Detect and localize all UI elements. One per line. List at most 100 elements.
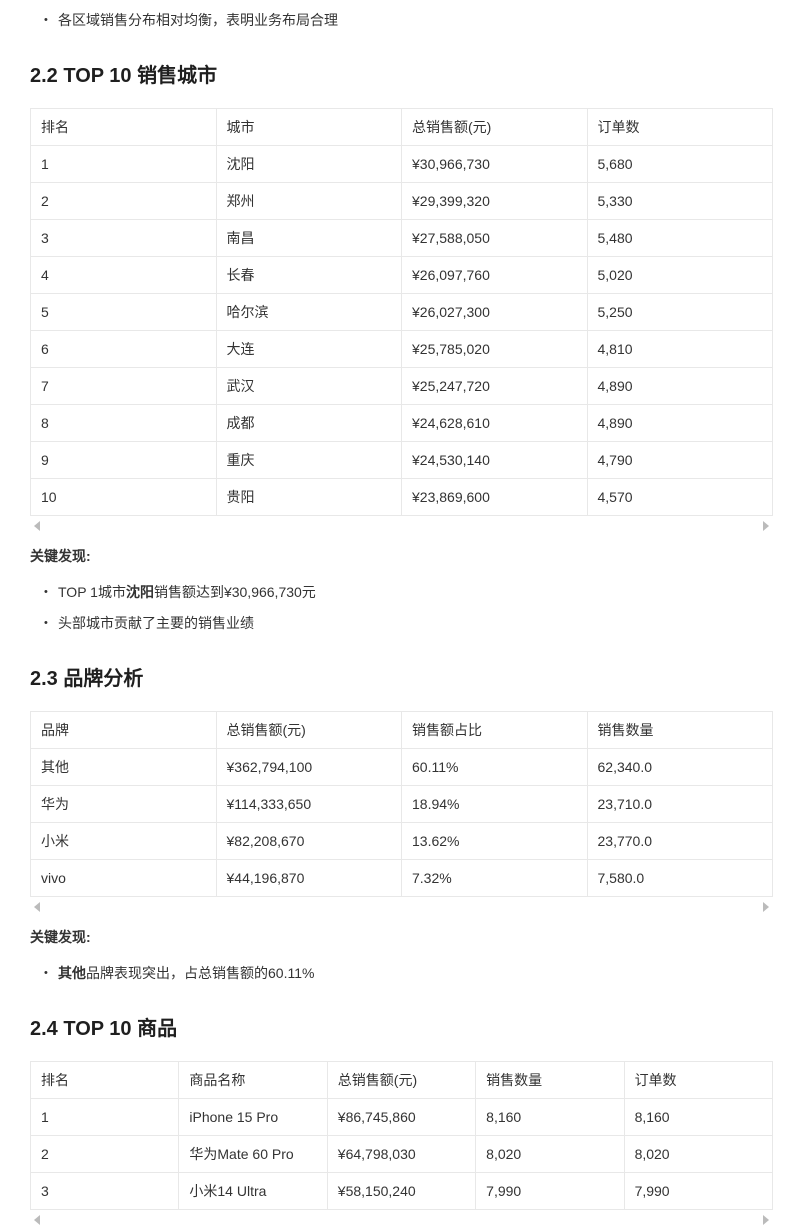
table-cell: 贵阳 — [215, 478, 402, 516]
table-row: 华为 ¥114,333,650 18.94% 23,710.0 — [30, 785, 773, 823]
column-header: 商品名称 — [178, 1061, 328, 1099]
intro-bullet-item: 各区域销售分布相对均衡，表明业务布局合理 — [44, 8, 773, 32]
table-cell: 5,020 — [586, 256, 773, 294]
table-cell: 5,680 — [586, 145, 773, 183]
table-cell: ¥24,530,140 — [401, 441, 588, 479]
table-cell: 7,990 — [623, 1172, 774, 1210]
table-cell: 9 — [30, 441, 217, 479]
table-cell: ¥30,966,730 — [401, 145, 588, 183]
column-header: 订单数 — [623, 1061, 774, 1099]
table-cell: 其他 — [30, 748, 217, 786]
table-cell: ¥64,798,030 — [326, 1135, 477, 1173]
table-cell: ¥44,196,870 — [215, 859, 402, 897]
table-cell: 4,790 — [586, 441, 773, 479]
table-row: 1 沈阳 ¥30,966,730 5,680 — [30, 145, 773, 183]
column-header: 总销售额(元) — [401, 108, 588, 146]
table-row: 8 成都 ¥24,628,610 4,890 — [30, 404, 773, 442]
table-container: 品牌 总销售额(元) 销售额占比 销售数量 其他 ¥362,794,100 60.11% 6… — [30, 711, 773, 913]
table-cell: 小米14 Ultra — [178, 1172, 328, 1210]
table-header-row: 排名 城市 总销售额(元) 订单数 — [30, 108, 773, 146]
report-section: 2.2 TOP 10 销售城市 排名 城市 总销售额(元) 订单数 1 沈阳 ¥30,96… — [30, 64, 773, 635]
column-header: 销售数量 — [475, 1061, 625, 1099]
scroll-left-icon[interactable] — [34, 1215, 40, 1225]
report-section: 2.4 TOP 10 商品 排名 商品名称 总销售额(元) 销售数量 订单数 1 iPho… — [29, 1017, 774, 1226]
table-scroll-arrows — [30, 901, 773, 913]
finding-item: 头部城市贡献了主要的销售业绩 — [44, 611, 773, 635]
table-row: 4 长春 ¥26,097,760 5,020 — [30, 256, 773, 294]
table-cell: ¥26,097,760 — [401, 256, 588, 294]
table-cell: 8,020 — [475, 1135, 625, 1173]
table-row: 小米 ¥82,208,670 13.62% 23,770.0 — [30, 822, 773, 860]
table-cell: 6 — [30, 330, 217, 368]
table-cell: ¥29,399,320 — [401, 182, 588, 220]
column-header: 排名 — [29, 1061, 180, 1099]
table-cell: ¥27,588,050 — [401, 219, 588, 257]
table-cell: 23,770.0 — [586, 822, 773, 860]
table-cell: 10 — [30, 478, 217, 516]
table-cell: ¥86,745,860 — [326, 1098, 477, 1136]
table-row: 9 重庆 ¥24,530,140 4,790 — [30, 441, 773, 479]
table-cell: 7,990 — [475, 1172, 625, 1210]
table-row: 其他 ¥362,794,100 60.11% 62,340.0 — [30, 748, 773, 786]
intro-list: 各区域销售分布相对均衡，表明业务布局合理 — [30, 8, 773, 32]
table-cell: 5 — [30, 293, 217, 331]
table-row: 1 iPhone 15 Pro ¥86,745,860 8,160 8,160 — [29, 1098, 774, 1136]
table-row: 10 贵阳 ¥23,869,600 4,570 — [30, 478, 773, 516]
scroll-right-icon[interactable] — [763, 1215, 769, 1225]
table-cell: 8,160 — [475, 1098, 625, 1136]
table-container: 排名 商品名称 总销售额(元) 销售数量 订单数 1 iPhone 15 Pro ¥86,7… — [29, 1061, 774, 1226]
table-cell: 哈尔滨 — [215, 293, 402, 331]
report-page: 各区域销售分布相对均衡，表明业务布局合理 2.2 TOP 10 销售城市 排名城… — [29, 8, 774, 1226]
scroll-right-icon[interactable] — [763, 902, 769, 912]
data-table: 排名 商品名称 总销售额(元) 销售数量 订单数 1 iPhone 15 Pro ¥86,7… — [29, 1061, 774, 1210]
scroll-left-icon[interactable] — [34, 902, 40, 912]
column-header: 品牌 — [30, 711, 217, 749]
finding-text: 销售额达到¥30,966,730元 — [153, 584, 316, 600]
table-cell: 南昌 — [215, 219, 402, 257]
table-cell: 62,340.0 — [586, 748, 773, 786]
scroll-right-icon[interactable] — [763, 521, 769, 531]
table-cell: 3 — [30, 219, 217, 257]
table-cell: 2 — [30, 182, 217, 220]
table-cell: 23,710.0 — [586, 785, 773, 823]
column-header: 销售数量 — [586, 711, 773, 749]
table-cell: 成都 — [215, 404, 402, 442]
table-row: 3 南昌 ¥27,588,050 5,480 — [30, 219, 773, 257]
findings-list: TOP 1城市沈阳销售额达到¥30,966,730元头部城市贡献了主要的销售业绩 — [30, 580, 773, 635]
finding-text: TOP 1城市 — [58, 584, 126, 600]
table-cell: 4,890 — [586, 367, 773, 405]
table-cell: ¥82,208,670 — [215, 822, 402, 860]
table-cell: 5,480 — [586, 219, 773, 257]
table-cell: ¥24,628,610 — [401, 404, 588, 442]
table-cell: 郑州 — [215, 182, 402, 220]
column-header: 总销售额(元) — [215, 711, 402, 749]
table-row: 7 武汉 ¥25,247,720 4,890 — [30, 367, 773, 405]
scroll-left-icon[interactable] — [34, 521, 40, 531]
table-cell: 重庆 — [215, 441, 402, 479]
report-sections: 2.2 TOP 10 销售城市 排名 城市 总销售额(元) 订单数 1 沈阳 ¥30,96… — [29, 64, 774, 1226]
table-cell: ¥23,869,600 — [401, 478, 588, 516]
table-cell: 7 — [30, 367, 217, 405]
column-header: 总销售额(元) — [326, 1061, 477, 1099]
report-section: 2.3 品牌分析 品牌 总销售额(元) 销售额占比 销售数量 其他 ¥362,794,1… — [30, 667, 773, 985]
data-table: 排名 城市 总销售额(元) 订单数 1 沈阳 ¥30,966,730 5,680 2 郑州 ¥29… — [30, 108, 773, 516]
table-cell: 5,250 — [586, 293, 773, 331]
findings-label: 关键发现: — [30, 548, 91, 564]
table-row: 2 郑州 ¥29,399,320 5,330 — [30, 182, 773, 220]
table-row: 5 哈尔滨 ¥26,027,300 5,250 — [30, 293, 773, 331]
finding-text: 品牌表现突出，占总销售额的60.11% — [86, 965, 315, 981]
table-header-row: 排名 商品名称 总销售额(元) 销售数量 订单数 — [29, 1061, 774, 1099]
table-cell: 4,890 — [586, 404, 773, 442]
table-header-row: 品牌 总销售额(元) 销售额占比 销售数量 — [30, 711, 773, 749]
data-table: 品牌 总销售额(元) 销售额占比 销售数量 其他 ¥362,794,100 60.11% 6… — [30, 711, 773, 897]
table-row: 3 小米14 Ultra ¥58,150,240 7,990 7,990 — [29, 1172, 774, 1210]
table-cell: 武汉 — [215, 367, 402, 405]
table-cell: 长春 — [215, 256, 402, 294]
finding-item: 其他品牌表现突出，占总销售额的60.11% — [44, 961, 773, 985]
table-cell: 大连 — [215, 330, 402, 368]
section-heading: 2.4 TOP 10 商品 — [30, 1018, 178, 1040]
table-cell: ¥114,333,650 — [215, 785, 402, 823]
column-header: 订单数 — [586, 108, 773, 146]
table-row: 6 大连 ¥25,785,020 4,810 — [30, 330, 773, 368]
table-cell: 8 — [30, 404, 217, 442]
